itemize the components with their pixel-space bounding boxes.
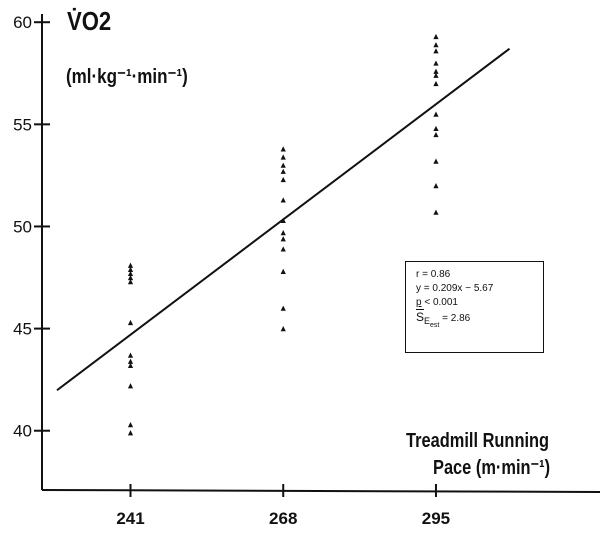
data-point: [127, 352, 134, 358]
x-tick-label: 268: [269, 509, 297, 528]
data-point: [433, 48, 439, 54]
data-point: [433, 111, 439, 117]
data-point: [127, 279, 134, 285]
x-axis-label-line1: Treadmill Running: [406, 430, 550, 452]
data-point: [127, 270, 134, 277]
data-point: [433, 80, 439, 87]
data-point: [280, 176, 286, 183]
data-point: [280, 325, 286, 332]
stats-annotation-box: r = 0.86 y = 0.209x − 5.67 p < 0.001 SEe…: [405, 261, 544, 353]
y-axis-units: (ml·kg⁻¹·min⁻¹): [66, 66, 188, 88]
data-points: [127, 33, 439, 436]
stat-p-value: < 0.001: [421, 297, 458, 308]
stat-equation: y = 0.209x − 5.67: [416, 283, 494, 294]
data-point: [280, 162, 286, 168]
x-tick-label: 241: [116, 509, 144, 528]
data-point: [127, 358, 134, 364]
data-point: [280, 154, 286, 160]
data-point: [280, 268, 286, 275]
data-point: [280, 197, 286, 203]
data-point: [127, 430, 134, 436]
data-point: [433, 125, 439, 132]
data-point: [280, 305, 286, 311]
y-tick-label: 55: [13, 115, 32, 134]
data-point: [280, 246, 286, 252]
stat-see: SEest = 2.86: [416, 310, 543, 333]
data-point: [127, 421, 134, 428]
data-point: [127, 319, 134, 326]
data-point: [433, 72, 439, 78]
y-tick-label: 50: [13, 217, 32, 236]
x-axis-line: [41, 489, 601, 493]
stat-see-sub: E: [424, 316, 431, 327]
data-point: [127, 262, 134, 268]
data-point: [280, 168, 286, 174]
stat-see-symbol: S: [416, 310, 425, 324]
data-point: [280, 236, 286, 242]
data-point: [433, 131, 439, 138]
data-point: [433, 209, 439, 215]
data-point: [433, 158, 439, 164]
y-tick-label: 40: [13, 422, 32, 441]
y-tick-label: 60: [13, 13, 32, 32]
stat-see-sub2: est: [430, 322, 440, 330]
y-axis-label: V̇O2: [67, 6, 112, 36]
ticks: 40 45 50 55 60 241 268 295: [13, 13, 450, 528]
data-point: [127, 274, 134, 281]
stat-p-symbol: p: [416, 297, 422, 308]
data-point: [280, 217, 286, 223]
data-point: [433, 68, 439, 74]
data-point: [433, 183, 439, 189]
data-point: [433, 33, 439, 40]
x-tick-label: 295: [422, 509, 450, 528]
data-point: [433, 42, 439, 48]
x-axis-label-line2: Pace (m·min⁻¹): [433, 457, 551, 479]
axes: [41, 14, 601, 493]
data-point: [433, 60, 439, 66]
stat-p: p < 0.001: [416, 296, 543, 310]
stat-r: r = 0.86: [416, 269, 451, 280]
stat-see-value: = 2.86: [439, 313, 471, 324]
data-point: [127, 266, 134, 272]
data-point: [280, 229, 286, 236]
y-tick-label: 45: [13, 320, 32, 339]
data-point: [127, 383, 134, 389]
data-point: [127, 362, 134, 368]
data-point: [280, 146, 286, 152]
